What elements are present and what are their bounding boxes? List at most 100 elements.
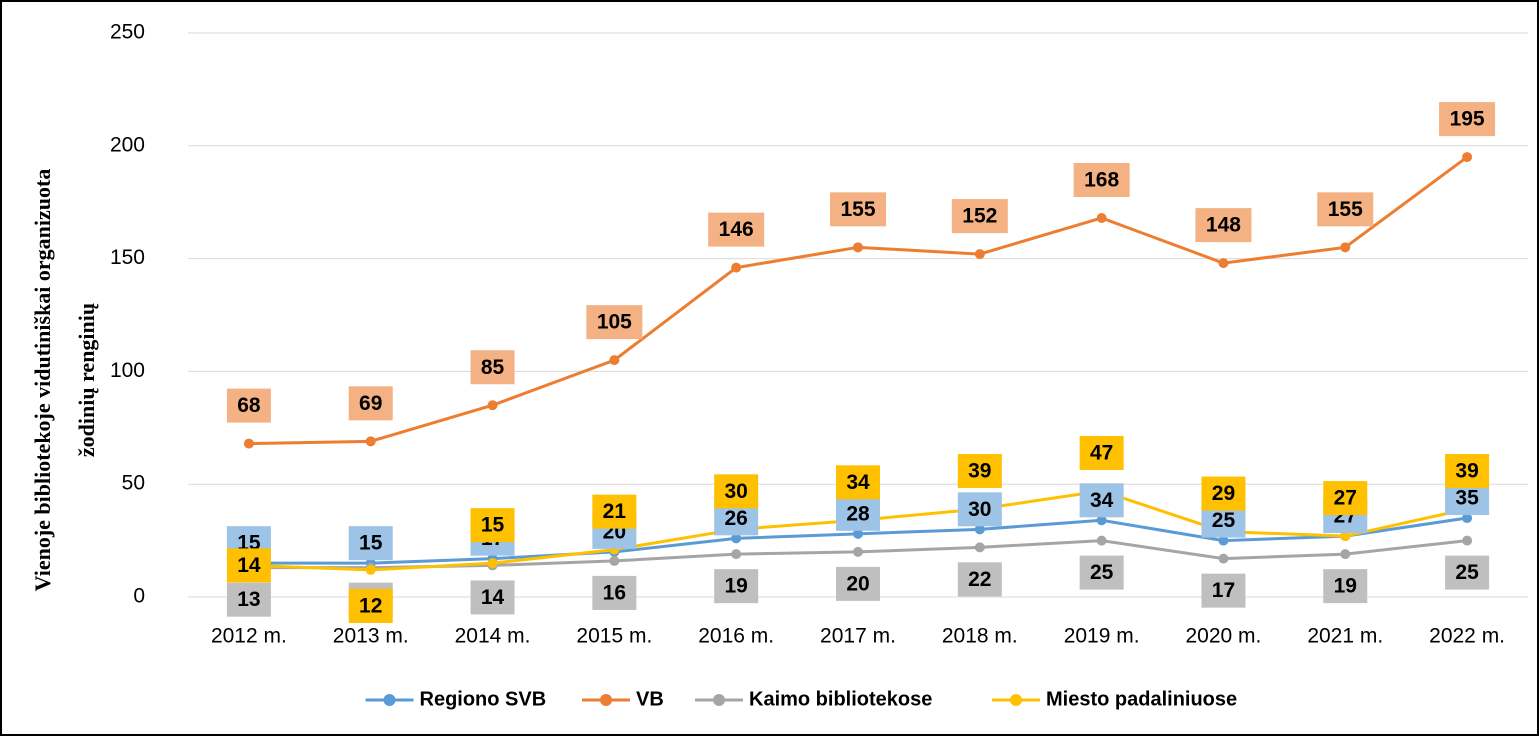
point [853,528,863,539]
data-label-box [957,562,1002,597]
data-label-box [1445,454,1490,489]
x-tick-label: 2022 m. [1429,625,1505,648]
point [365,564,376,575]
y-axis-label-line: žodinių renginių [74,303,99,457]
y-tick-label: 150 [110,246,145,269]
legend-marker [383,694,396,706]
data-label-box [348,526,393,561]
point [1218,535,1229,546]
data-label-box [957,454,1002,489]
point [1340,549,1351,560]
point [1096,535,1107,546]
data-label: 21 [603,500,627,523]
x-tick-label: 2016 m. [698,625,774,648]
data-label: 146 [719,218,754,241]
data-label: 25 [1090,561,1114,584]
legend-marker [1010,694,1022,706]
data-label: 28 [846,502,870,525]
data-label-box [708,212,765,247]
data-label: 39 [968,460,991,483]
data-label: 29 [1212,482,1235,505]
data-label: 39 [1455,460,1478,483]
point [365,436,376,447]
point [609,555,620,566]
data-label-box [226,388,271,423]
legend-label: VB [636,688,664,710]
y-tick-label: 0 [133,585,145,608]
point [853,242,863,253]
data-label-box [1317,192,1374,227]
data-label-box [226,548,271,583]
point [1340,531,1351,542]
data-label: 152 [962,205,997,228]
point [487,400,498,411]
x-tick-label: 2018 m. [942,625,1018,648]
point [1218,258,1229,269]
data-label-box [592,575,637,610]
legend-marker [600,694,612,706]
data-label-box [592,494,637,529]
data-label: 13 [237,588,260,611]
legend-marker [713,694,725,706]
data-label: 22 [968,568,991,591]
data-label-box [1079,435,1124,470]
data-label: 19 [1334,575,1357,598]
data-label-box [1445,555,1490,590]
y-tick-label: 50 [122,472,145,495]
data-label-box [1439,102,1496,137]
data-label: 105 [597,311,632,334]
point [1462,513,1473,524]
data-label: 34 [846,471,870,494]
data-label-box [1079,483,1124,518]
data-label: 47 [1090,442,1113,465]
data-label: 68 [237,394,261,417]
data-label-box [470,508,515,543]
data-label: 69 [359,392,382,415]
data-label-box [830,192,886,227]
data-label-box [957,492,1002,527]
point [243,438,254,449]
data-label-box [226,582,271,617]
legend-label: Miesto padaliniuose [1046,688,1237,710]
data-label: 27 [1334,487,1357,510]
data-label-box [836,465,880,500]
data-label-box [348,588,393,623]
data-label: 25 [1455,561,1479,584]
data-label: 85 [481,356,505,379]
data-label: 16 [603,581,626,604]
data-label-box [836,496,880,531]
data-label: 34 [1090,489,1114,512]
point [1340,242,1351,253]
data-label: 17 [1212,579,1235,602]
data-label: 15 [481,514,505,537]
point [1462,535,1473,546]
point [1218,553,1229,564]
data-label: 168 [1084,169,1119,192]
point [1096,212,1107,223]
point [1096,515,1107,526]
y-tick-label: 250 [110,21,145,44]
legend-label: Kaimo bibliotekose [749,688,932,710]
data-label: 12 [359,594,382,617]
data-label-box [586,305,643,340]
data-label: 195 [1450,108,1485,131]
data-label: 15 [359,532,383,555]
point [974,524,985,535]
data-label-box [951,199,1008,234]
point [853,546,863,557]
data-label: 14 [481,586,505,609]
data-label: 35 [1455,487,1479,510]
x-tick-label: 2019 m. [1064,625,1140,648]
x-tick-label: 2012 m. [211,625,287,648]
data-label: 30 [725,480,748,503]
data-label: 148 [1206,214,1241,237]
point [974,542,985,553]
x-tick-label: 2021 m. [1307,625,1383,648]
point [731,549,742,560]
point [1462,152,1473,163]
x-tick-label: 2014 m. [455,625,531,648]
y-axis-label-line: Vienoje bibliotekoje vidutiniškai organi… [30,169,55,592]
data-label-box [1201,476,1246,511]
data-label: 25 [1212,509,1236,532]
